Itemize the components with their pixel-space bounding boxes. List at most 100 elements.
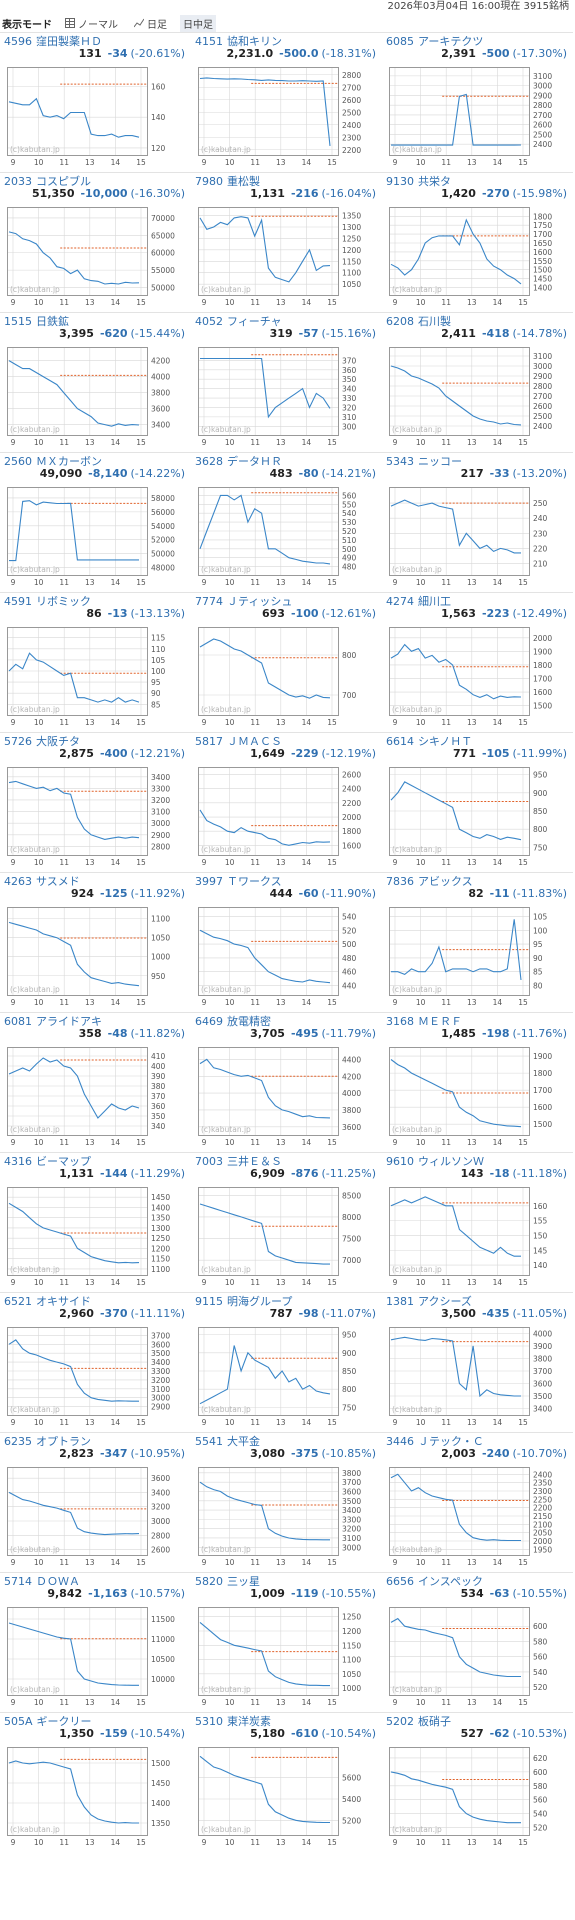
intraday-chart[interactable]: 9 10 11 13 14 15 1350 1300 1250 1200 1150 1100 1050 (… bbox=[198, 207, 376, 309]
intraday-chart[interactable]: 9 10 11 13 14 15 250 240 230 220 210 (c)kabutan.jp bbox=[389, 487, 567, 589]
stock-card[interactable]: 5817 ＪＭＡＣＳ 1,649 -229 (-12.19%) 9 10 11 13 14 15 26… bbox=[191, 732, 382, 872]
stock-card[interactable]: 7836 アビックス 82 -11 (-11.83%) 9 10 11 13 14 15 105 100… bbox=[382, 872, 573, 1012]
stock-card[interactable]: 5820 三ッ星 1,009 -119 (-10.55%) 9 10 11 13 14 15 1250… bbox=[191, 1572, 382, 1712]
intraday-chart[interactable]: 9 10 11 13 14 15 800 700 (c)kabutan.jp bbox=[198, 627, 376, 729]
stock-header[interactable]: 6469 放電精密 bbox=[191, 1013, 382, 1027]
stock-header[interactable]: 4316 ビーマップ bbox=[0, 1153, 191, 1167]
stock-name[interactable]: ニッコー bbox=[418, 455, 462, 467]
intraday-chart[interactable]: 9 10 11 13 14 15 950 900 850 800 750 (c)kabutan.jp bbox=[198, 1327, 376, 1429]
intraday-chart[interactable]: 9 10 11 13 14 15 1500 1450 1400 1350 (c)kabutan.jp bbox=[7, 1747, 185, 1849]
intraday-chart[interactable]: 9 10 11 13 14 15 58000 56000 54000 52000 50000 4800… bbox=[7, 487, 185, 589]
stock-code[interactable]: 3168 bbox=[386, 1015, 414, 1027]
stock-card[interactable]: 4316 ビーマップ 1,131 -144 (-11.29%) 9 10 11 13 14 15 14… bbox=[0, 1152, 191, 1292]
stock-code[interactable]: 5202 bbox=[386, 1715, 414, 1727]
stock-card[interactable]: 1381 アクシーズ 3,500 -435 (-11.05%) 9 10 11 13 14 15 40… bbox=[382, 1292, 573, 1432]
intraday-chart[interactable]: 9 10 11 13 14 15 4200 4000 3800 3600 3400 (c)kabuta… bbox=[7, 347, 185, 449]
stock-header[interactable]: 3997 Ｔワークス bbox=[191, 873, 382, 887]
stock-code[interactable]: 9130 bbox=[386, 175, 414, 187]
stock-name[interactable]: ギークリー bbox=[36, 1715, 92, 1727]
stock-card[interactable]: 9130 共栄タ 1,420 -270 (-15.98%) 9 10 11 13 14 15 1800… bbox=[382, 172, 573, 312]
intraday-chart[interactable]: 9 10 11 13 14 1518001750170016501600155015001… bbox=[389, 207, 567, 309]
intraday-chart[interactable]: 9 10 11 13 14 15 620 600 580 560 540 520 (c)kabutan.… bbox=[389, 1747, 567, 1849]
stock-code[interactable]: 5820 bbox=[195, 1575, 223, 1587]
stock-name[interactable]: Ｊティッシュ bbox=[227, 595, 293, 607]
stock-name[interactable]: 協和キリン bbox=[227, 35, 282, 47]
stock-header[interactable]: 7003 三井Ｅ＆Ｓ bbox=[191, 1153, 382, 1167]
stock-name[interactable]: 日鉄鉱 bbox=[36, 315, 69, 327]
stock-header[interactable]: 7980 重松製 bbox=[191, 173, 382, 187]
stock-header[interactable]: 9130 共栄タ bbox=[382, 173, 573, 187]
stock-code[interactable]: 505A bbox=[4, 1715, 33, 1727]
stock-header[interactable]: 5310 東洋炭素 bbox=[191, 1713, 382, 1727]
stock-code[interactable]: 4052 bbox=[195, 315, 223, 327]
intraday-chart[interactable]: 9 10 11 13 14 15 37003600350034003300320031003… bbox=[7, 1327, 185, 1429]
stock-card[interactable]: 7980 重松製 1,131 -216 (-16.04%) 9 10 11 13 14 15 1350… bbox=[191, 172, 382, 312]
intraday-chart[interactable]: 9 10 11 13 14 15 1100 1050 1000 950 (c)kabutan.jp bbox=[7, 907, 185, 1009]
stock-header[interactable]: 3446 Ｊテック・Ｃ bbox=[382, 1433, 573, 1447]
stock-card[interactable]: 1515 日鉄鉱 3,395 -620 (-15.44%) 9 10 11 13 14 15 4200… bbox=[0, 312, 191, 452]
intraday-chart[interactable]: 9 10 11 13 14 15 1250 1200 1150 1100 1050 1000 (c)ka… bbox=[198, 1607, 376, 1709]
stock-code[interactable]: 7836 bbox=[386, 875, 414, 887]
stock-header[interactable]: 5714 ＤＯＷＡ bbox=[0, 1573, 191, 1587]
mode-normal-button[interactable]: ノーマル bbox=[62, 15, 121, 32]
stock-card[interactable]: 5726 大阪チタ 2,875 -400 (-12.21%) 9 10 11 13 14 15 340… bbox=[0, 732, 191, 872]
stock-code[interactable]: 4591 bbox=[4, 595, 32, 607]
stock-card[interactable]: 3997 Ｔワークス 444 -60 (-11.90%) 9 10 11 13 14 15 540 52… bbox=[191, 872, 382, 1012]
stock-header[interactable]: 6521 オキサイド bbox=[0, 1293, 191, 1307]
stock-header[interactable]: 6081 アライドアキ bbox=[0, 1013, 191, 1027]
stock-header[interactable]: 4274 細川工 bbox=[382, 593, 573, 607]
stock-code[interactable]: 5343 bbox=[386, 455, 414, 467]
stock-header[interactable]: 2033 コスピブル bbox=[0, 173, 191, 187]
stock-header[interactable]: 6614 シキノＨＴ bbox=[382, 733, 573, 747]
stock-name[interactable]: オプトラン bbox=[36, 1435, 91, 1447]
stock-card[interactable]: 9610 ウィルソンＷ 143 -18 (-11.18%) 9 10 11 13 14 15 160 1… bbox=[382, 1152, 573, 1292]
stock-name[interactable]: ＭＸカーボン bbox=[36, 455, 102, 467]
stock-code[interactable]: 4274 bbox=[386, 595, 414, 607]
stock-card[interactable]: 6085 アーキテクツ 2,391 -500 (-17.30%) 9 10 11 13 14 15 3… bbox=[382, 32, 573, 172]
stock-code[interactable]: 7980 bbox=[195, 175, 223, 187]
stock-code[interactable]: 7774 bbox=[195, 595, 223, 607]
stock-name[interactable]: アーキテクツ bbox=[418, 35, 484, 47]
stock-code[interactable]: 6208 bbox=[386, 315, 414, 327]
intraday-chart[interactable]: 9 10 11 13 14 15 540 520 500 480 460 440 (c)kabutan.… bbox=[198, 907, 376, 1009]
stock-card[interactable]: 6235 オプトラン 2,823 -347 (-10.95%) 9 10 11 13 14 15 36… bbox=[0, 1432, 191, 1572]
stock-header[interactable]: 3168 ＭＥＲＦ bbox=[382, 1013, 573, 1027]
stock-header[interactable]: 5343 ニッコー bbox=[382, 453, 573, 467]
stock-card[interactable]: 6614 シキノＨＴ 771 -105 (-11.99%) 9 10 11 13 14 15 950 9… bbox=[382, 732, 573, 872]
stock-card[interactable]: 4596 窪田製薬ＨＤ 131 -34 (-20.61%) 9 10 11 13 14 15 160 1… bbox=[0, 32, 191, 172]
stock-card[interactable]: 6521 オキサイド 2,960 -370 (-11.11%) 9 10 11 13 14 15 37… bbox=[0, 1292, 191, 1432]
stock-card[interactable]: 6081 アライドアキ 358 -48 (-11.82%) 9 10 11 13 14 15 410 4… bbox=[0, 1012, 191, 1152]
stock-code[interactable]: 3446 bbox=[386, 1435, 414, 1447]
intraday-chart[interactable]: 9 10 11 13 14 15 2800 2700 2600 2500 2400 2300 2200 (… bbox=[198, 67, 376, 169]
stock-header[interactable]: 4596 窪田製薬ＨＤ bbox=[0, 33, 191, 47]
stock-code[interactable]: 2033 bbox=[4, 175, 32, 187]
intraday-chart[interactable]: 9 10 11 13 14 15 5600 5400 5200 (c)kabutan.jp bbox=[198, 1747, 376, 1849]
stock-card[interactable]: 7003 三井Ｅ＆Ｓ 6,909 -876 (-11.25%) 9 10 11 13 14 15 85… bbox=[191, 1152, 382, 1292]
stock-name[interactable]: 明海グループ bbox=[227, 1295, 293, 1307]
intraday-chart[interactable]: 9 10 11 13 14 15 1900 1800 1700 1600 1500 (c)kabuta… bbox=[389, 1047, 567, 1149]
intraday-chart[interactable]: 9 10 11 13 14 15 2000 1900 1800 1700 1600 1500 (c)ka… bbox=[389, 627, 567, 729]
stock-code[interactable]: 5726 bbox=[4, 735, 32, 747]
stock-code[interactable]: 4263 bbox=[4, 875, 32, 887]
stock-header[interactable]: 4263 サスメド bbox=[0, 873, 191, 887]
stock-code[interactable]: 9115 bbox=[195, 1295, 223, 1307]
stock-code[interactable]: 3628 bbox=[195, 455, 223, 467]
stock-header[interactable]: 5202 板硝子 bbox=[382, 1713, 573, 1727]
stock-name[interactable]: 板硝子 bbox=[418, 1715, 451, 1727]
stock-name[interactable]: 重松製 bbox=[227, 175, 260, 187]
stock-code[interactable]: 5541 bbox=[195, 1435, 223, 1447]
stock-name[interactable]: Ｔワークス bbox=[227, 875, 282, 887]
stock-header[interactable]: 5541 大平金 bbox=[191, 1433, 382, 1447]
stock-name[interactable]: アライドアキ bbox=[36, 1015, 102, 1027]
stock-code[interactable]: 5310 bbox=[195, 1715, 223, 1727]
stock-header[interactable]: 4052 フィーチャ bbox=[191, 313, 382, 327]
stock-header[interactable]: 505A ギークリー bbox=[0, 1713, 191, 1727]
stock-code[interactable]: 6614 bbox=[386, 735, 414, 747]
stock-header[interactable]: 3628 データＨＲ bbox=[191, 453, 382, 467]
stock-header[interactable]: 1515 日鉄鉱 bbox=[0, 313, 191, 327]
stock-header[interactable]: 5726 大阪チタ bbox=[0, 733, 191, 747]
stock-header[interactable]: 4151 協和キリン bbox=[191, 33, 382, 47]
